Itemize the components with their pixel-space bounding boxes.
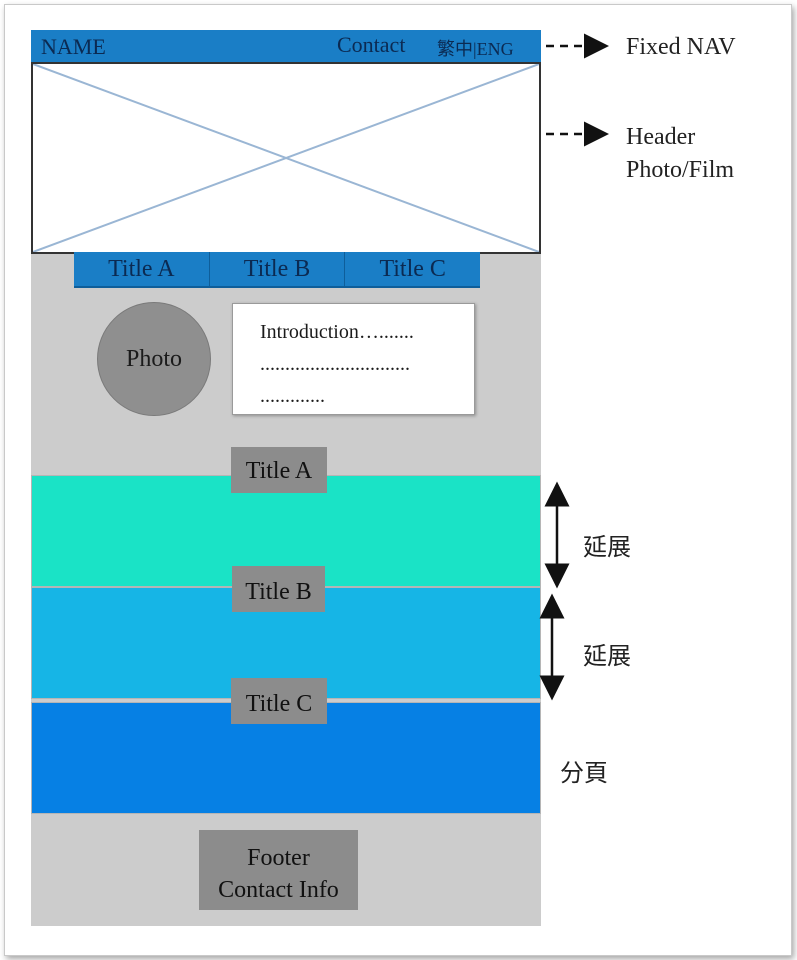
nav-name[interactable]: NAME <box>41 34 106 59</box>
tab-title-b[interactable]: Title B <box>209 252 346 288</box>
introduction-box: Introduction…....... ...................… <box>232 303 475 415</box>
section-b-title: Title B <box>232 566 325 612</box>
title-tabs: Title A Title B Title C <box>74 252 481 288</box>
section-a-title: Title A <box>231 447 327 493</box>
intro-line-2: .............................. <box>260 353 410 375</box>
intro-line-3: ............. <box>260 385 325 407</box>
annotation-extend-1: 延展 <box>583 535 631 561</box>
tab-title-c[interactable]: Title C <box>345 252 481 288</box>
annotation-header-line-2: Photo/Film <box>626 157 735 183</box>
fixed-nav: NAME Contact 繁中|ENG <box>31 30 541 62</box>
footer-line-2: Contact Info <box>218 877 339 903</box>
annotation-extend-2: 延展 <box>583 644 631 670</box>
tab-title-a[interactable]: Title A <box>74 252 210 288</box>
annotation-fixed-nav: Fixed NAV <box>626 34 736 60</box>
nav-language-switch[interactable]: 繁中|ENG <box>437 39 514 59</box>
footer-line-1: Footer <box>247 845 310 871</box>
annotation-header-line-1: Header <box>626 124 696 150</box>
annotation-pagination: 分頁 <box>560 761 608 787</box>
intro-line-1: Introduction…....... <box>260 321 414 343</box>
footer-box: Footer Contact Info <box>199 830 358 910</box>
section-c-title: Title C <box>231 678 327 724</box>
placeholder-cross-icon <box>33 64 539 252</box>
profile-photo: Photo <box>97 302 211 416</box>
annotation-header: Header Photo/Film <box>626 121 734 187</box>
nav-contact[interactable]: Contact <box>337 32 406 57</box>
